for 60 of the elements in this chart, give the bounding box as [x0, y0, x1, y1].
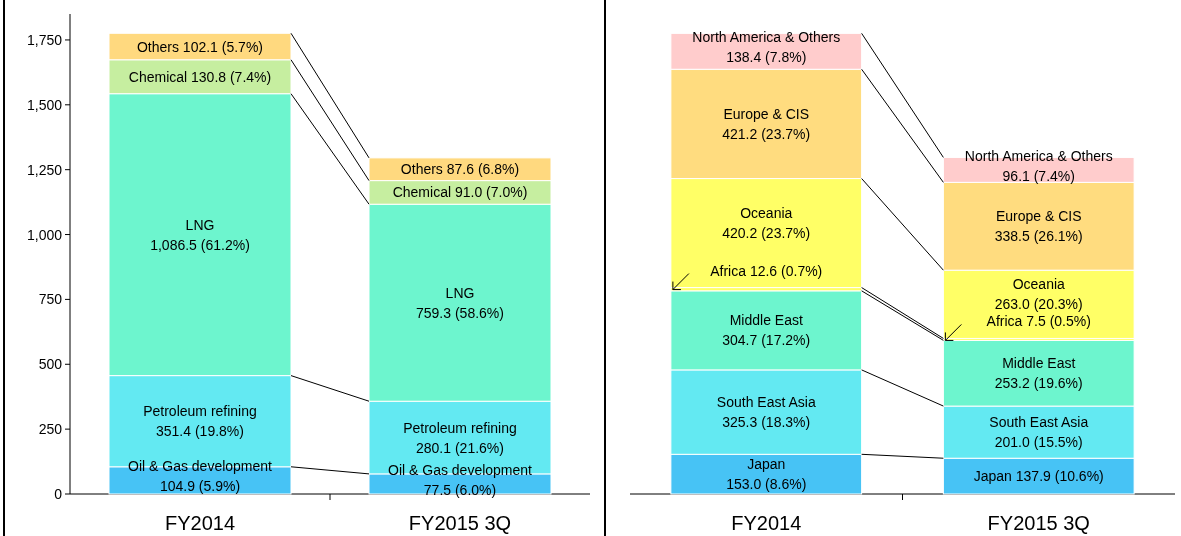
data-label: 137.9 (10.6%): [1015, 468, 1104, 485]
text: Oil & Gas development: [388, 461, 532, 478]
y-tick-label: 1,250: [26, 161, 63, 178]
text: Africa: [986, 313, 1023, 330]
y-tick-label: 750: [38, 291, 63, 308]
series-label: Japan: [747, 456, 786, 473]
y-tick-label: 0: [54, 486, 63, 502]
data-label: 421.2 (23.7%): [722, 125, 811, 142]
data-label: 338.5 (26.1%): [994, 228, 1083, 245]
series-label: Europe & CIS: [995, 208, 1082, 225]
text: Oceania: [740, 205, 793, 222]
data-label: 102.1 (5.7%): [182, 38, 264, 55]
x-tick-label: FY2015 3Q: [987, 512, 1090, 534]
data-label: 77.5 (6.0%): [423, 481, 497, 498]
y-tick-label: 250: [38, 421, 63, 438]
data-label: 153.0 (8.6%): [726, 476, 807, 493]
data-label: 759.3 (58.6%): [416, 304, 504, 321]
series-label: LNG: [185, 216, 215, 233]
text: Middle East: [729, 312, 803, 329]
data-label: 280.1 (21.6%): [416, 439, 504, 456]
data-label: 351.4 (19.8%): [156, 423, 244, 440]
data-label: 130.8 (7.4%): [191, 68, 272, 85]
y-tick-label: 1,750: [26, 31, 63, 48]
y-tick-label: 500: [38, 356, 63, 373]
data-label: 1,086.5 (61.2%): [150, 236, 250, 253]
data-label: 304.7 (17.2%): [722, 332, 811, 349]
x-tick-label: FY2014: [164, 512, 236, 534]
data-label: 325.3 (18.3%): [722, 414, 811, 431]
text: North America & Others: [692, 29, 841, 46]
data-label: 138.4 (7.8%): [726, 49, 807, 66]
data-label: 96.1 (7.4%): [1002, 167, 1075, 184]
data-label: 87.6 (6.8%): [446, 161, 520, 178]
text: Others: [136, 38, 179, 55]
text: South East Asia: [716, 394, 816, 411]
series-label: Others: [400, 161, 443, 178]
series-label: South East Asia: [989, 414, 1089, 431]
series-label: Oil & Gas development: [128, 458, 273, 475]
series-label: North America & Others: [964, 147, 1113, 164]
data-label: 420.2 (23.7%): [722, 225, 811, 242]
text: Europe & CIS: [723, 105, 810, 122]
y-tick-label: 1,500: [26, 96, 63, 113]
data-label: 12.6 (0.7%): [749, 262, 823, 279]
series-label: Oceania: [1012, 276, 1066, 293]
data-label: 104.9 (5.9%): [159, 478, 241, 495]
data-label: 7.5 (0.5%): [1026, 313, 1091, 330]
data-label: 253.2 (19.6%): [994, 375, 1083, 392]
text: Chemical: [128, 68, 188, 85]
series-label: Petroleum refining: [403, 419, 517, 436]
series-label: Middle East: [1002, 355, 1076, 372]
data-label: 263.0 (20.3%): [994, 296, 1083, 313]
series-label: Africa: [710, 262, 747, 279]
series-label: Chemical: [392, 184, 452, 201]
x-tick-label: FY2015 3Q: [408, 512, 512, 534]
text: Japan: [973, 468, 1012, 485]
text: Petroleum refining: [143, 403, 257, 420]
y-tick-label: 1,000: [26, 226, 63, 243]
data-label: 91.0 (7.0%): [454, 184, 528, 201]
text: LNG: [445, 284, 475, 301]
x-tick-label: FY2014: [731, 512, 802, 534]
data-label: 201.0 (15.5%): [994, 434, 1083, 451]
